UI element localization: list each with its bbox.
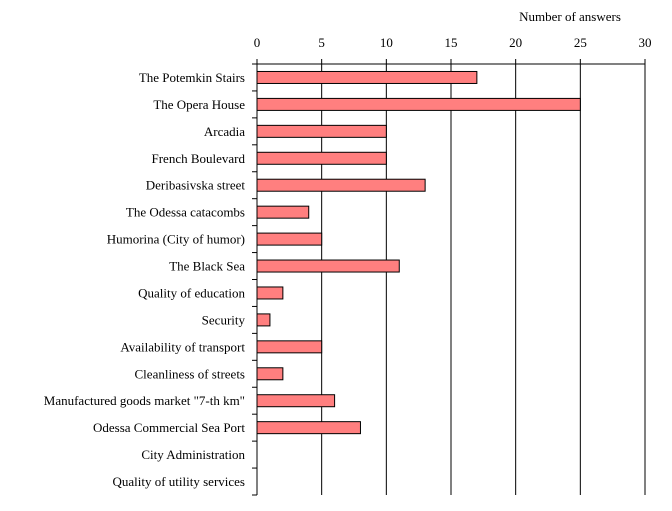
category-label: Deribasivska street bbox=[146, 178, 246, 193]
category-label: City Administration bbox=[141, 447, 245, 462]
category-label: Security bbox=[202, 312, 246, 327]
x-axis-label: Number of answers bbox=[519, 9, 621, 24]
x-axis-ticks: 0 5 10 15 20 25 30 bbox=[254, 35, 652, 64]
x-tick-label: 0 bbox=[254, 35, 261, 50]
x-tick-label: 10 bbox=[380, 35, 393, 50]
category-label: French Boulevard bbox=[151, 151, 245, 166]
bar bbox=[256, 259, 400, 273]
bar bbox=[256, 313, 271, 327]
bar bbox=[256, 97, 581, 111]
bar bbox=[256, 178, 426, 192]
category-label: Manufactured goods market "7-th km" bbox=[44, 393, 245, 408]
bar bbox=[256, 151, 387, 165]
bar bbox=[256, 421, 361, 435]
x-tick-label: 30 bbox=[639, 35, 652, 50]
bar bbox=[256, 340, 323, 354]
category-label: The Potemkin Stairs bbox=[139, 70, 245, 85]
x-tick-label: 20 bbox=[509, 35, 522, 50]
category-label: The Opera House bbox=[153, 97, 245, 112]
bar bbox=[256, 394, 336, 408]
bar bbox=[256, 232, 323, 246]
category-label: Quality of utility services bbox=[112, 474, 245, 489]
x-tick-label: 15 bbox=[445, 35, 458, 50]
bar bbox=[256, 70, 478, 84]
bars bbox=[256, 70, 581, 435]
category-label: The Black Sea bbox=[169, 259, 245, 274]
plot-frame bbox=[252, 63, 645, 496]
bar bbox=[256, 205, 310, 219]
bar bbox=[256, 124, 387, 138]
bar bbox=[256, 286, 284, 300]
category-label: The Odessa catacombs bbox=[126, 205, 245, 220]
category-label: Arcadia bbox=[204, 124, 245, 139]
category-labels: The Potemkin Stairs The Opera House Arcadi… bbox=[44, 70, 246, 489]
category-label: Humorina (City of humor) bbox=[107, 232, 245, 247]
category-label: Quality of education bbox=[138, 285, 245, 300]
x-tick-label: 5 bbox=[318, 35, 325, 50]
category-label: Odessa Commercial Sea Port bbox=[93, 420, 245, 435]
bar bbox=[256, 367, 284, 381]
category-label: Availability of transport bbox=[120, 339, 245, 354]
category-label: Cleanliness of streets bbox=[135, 366, 245, 381]
x-tick-label: 25 bbox=[574, 35, 587, 50]
